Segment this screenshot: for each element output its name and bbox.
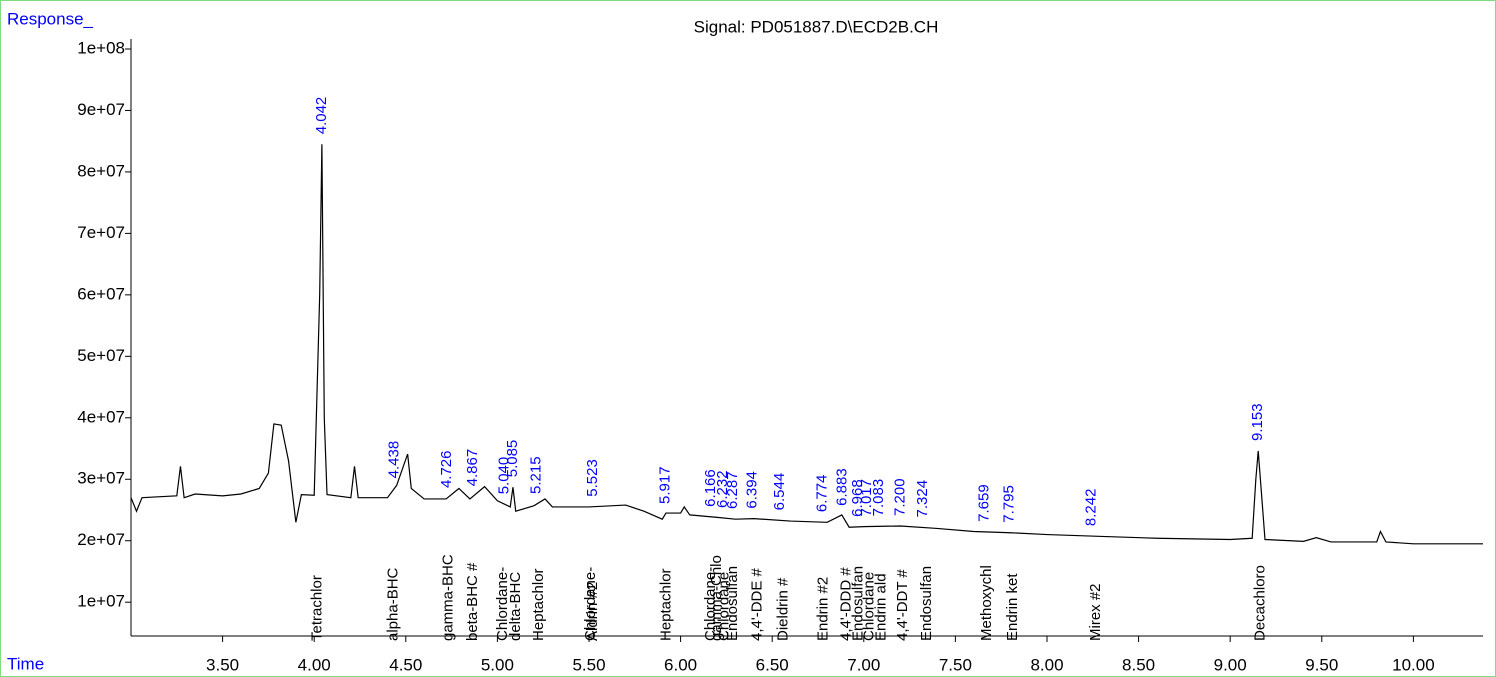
peak-time-label: 6.544 bbox=[771, 473, 788, 511]
compound-label: alpha-BHC bbox=[385, 567, 402, 641]
peak-time-label: 6.883 bbox=[833, 468, 850, 506]
peak-time-label: 5.917 bbox=[656, 466, 673, 504]
x-tick-label: 6.50 bbox=[756, 655, 789, 674]
y-tick-label: 4e+07 bbox=[77, 407, 125, 426]
y-tick-label: 7e+07 bbox=[77, 223, 125, 242]
compound-label: gamma-Chlo bbox=[708, 555, 725, 641]
compound-label: Endrin #2 bbox=[814, 577, 831, 641]
x-axis-label: Time bbox=[7, 654, 44, 673]
compound-label: Tetrachlor bbox=[308, 575, 325, 641]
x-tick-label: 3.50 bbox=[206, 655, 239, 674]
compound-label: 4,4'-DDT # bbox=[894, 569, 911, 641]
compound-label: Chlordane bbox=[716, 572, 733, 641]
y-tick-label: 5e+07 bbox=[77, 346, 125, 365]
x-tick-label: 10.00 bbox=[1392, 655, 1435, 674]
compound-label: Chlordane bbox=[861, 572, 878, 641]
x-tick-label: 5.50 bbox=[572, 655, 605, 674]
compound-label: Mirex #2 bbox=[1087, 583, 1104, 641]
compound-label: Endrin ket bbox=[1004, 573, 1021, 641]
compound-label: Chlordane- bbox=[582, 567, 599, 641]
peak-time-label: 6.287 bbox=[724, 471, 741, 509]
compound-label: Endrin ald bbox=[873, 573, 890, 641]
peak-time-label: 6.166 bbox=[702, 469, 719, 507]
peak-time-label: 7.659 bbox=[975, 484, 992, 522]
compound-label: Endosulfan bbox=[850, 566, 867, 641]
peak-time-label: 9.153 bbox=[1249, 403, 1266, 441]
peak-time-label: 7.324 bbox=[914, 480, 931, 518]
peak-time-label: 4.438 bbox=[385, 441, 402, 479]
y-tick-label: 1e+08 bbox=[77, 38, 125, 57]
peak-time-label: 6.968 bbox=[849, 479, 866, 517]
x-tick-label: 7.50 bbox=[939, 655, 972, 674]
compound-label: Chlordane- bbox=[494, 567, 511, 641]
y-axis-label: Response_ bbox=[7, 9, 94, 28]
peak-time-label: 5.040 bbox=[496, 457, 513, 495]
x-tick-label: 5.00 bbox=[481, 655, 514, 674]
signal-trace bbox=[130, 144, 1483, 545]
x-tick-label: 6.00 bbox=[664, 655, 697, 674]
chart-title: Signal: PD051887.D\ECD2B.CH bbox=[694, 17, 939, 36]
compound-label: Heptachlor bbox=[657, 568, 674, 641]
compound-label: Methoxychl bbox=[978, 565, 995, 641]
x-tick-label: 8.00 bbox=[1030, 655, 1063, 674]
y-tick-label: 9e+07 bbox=[77, 100, 125, 119]
x-tick-label: 9.00 bbox=[1214, 655, 1247, 674]
compound-label: Endosulfan bbox=[918, 566, 935, 641]
compound-label: Heptachlor bbox=[530, 568, 547, 641]
y-tick-label: 8e+07 bbox=[77, 161, 125, 180]
compound-label: Dieldrin # bbox=[775, 577, 792, 641]
peak-time-label: 6.232 bbox=[714, 470, 731, 508]
peak-time-label: 4.726 bbox=[438, 450, 455, 488]
y-tick-label: 6e+07 bbox=[77, 284, 125, 303]
peak-time-label: 5.523 bbox=[584, 459, 601, 497]
compound-label: 4,4'-DDD # bbox=[838, 567, 855, 641]
peak-time-label: 5.215 bbox=[528, 456, 545, 494]
peak-time-label: 7.083 bbox=[870, 479, 887, 517]
peak-time-label: 7.795 bbox=[1000, 485, 1017, 523]
peak-time-label: 7.200 bbox=[891, 478, 908, 516]
peak-time-label: 4.042 bbox=[313, 97, 330, 135]
y-tick-label: 3e+07 bbox=[77, 469, 125, 488]
x-tick-label: 9.50 bbox=[1305, 655, 1338, 674]
x-tick-label: 7.00 bbox=[847, 655, 880, 674]
compound-label: gamma-BHC bbox=[440, 554, 457, 641]
y-tick-label: 1e+07 bbox=[77, 592, 125, 611]
compound-label: Decachloro bbox=[1252, 565, 1269, 641]
compound-label: Endosulfan bbox=[724, 566, 741, 641]
peak-time-label: 4.867 bbox=[464, 449, 481, 487]
peak-time-label: 7.017 bbox=[858, 479, 875, 517]
x-tick-label: 4.00 bbox=[298, 655, 331, 674]
x-tick-label: 4.50 bbox=[389, 655, 422, 674]
compound-label: beta-BHC # bbox=[464, 562, 481, 641]
compound-label: delta-BHC bbox=[507, 572, 524, 641]
x-tick-label: 8.50 bbox=[1122, 655, 1155, 674]
y-tick-label: 2e+07 bbox=[77, 530, 125, 549]
compound-label: 4,4'-DDE # bbox=[749, 567, 766, 641]
compound-label: Aldrin #2 bbox=[584, 582, 601, 641]
peak-time-label: 8.242 bbox=[1082, 489, 1099, 527]
peak-time-label: 6.774 bbox=[813, 475, 830, 513]
peak-time-label: 5.085 bbox=[504, 440, 521, 478]
compound-label: Chlordane- bbox=[702, 567, 719, 641]
peak-time-label: 6.394 bbox=[744, 471, 761, 509]
